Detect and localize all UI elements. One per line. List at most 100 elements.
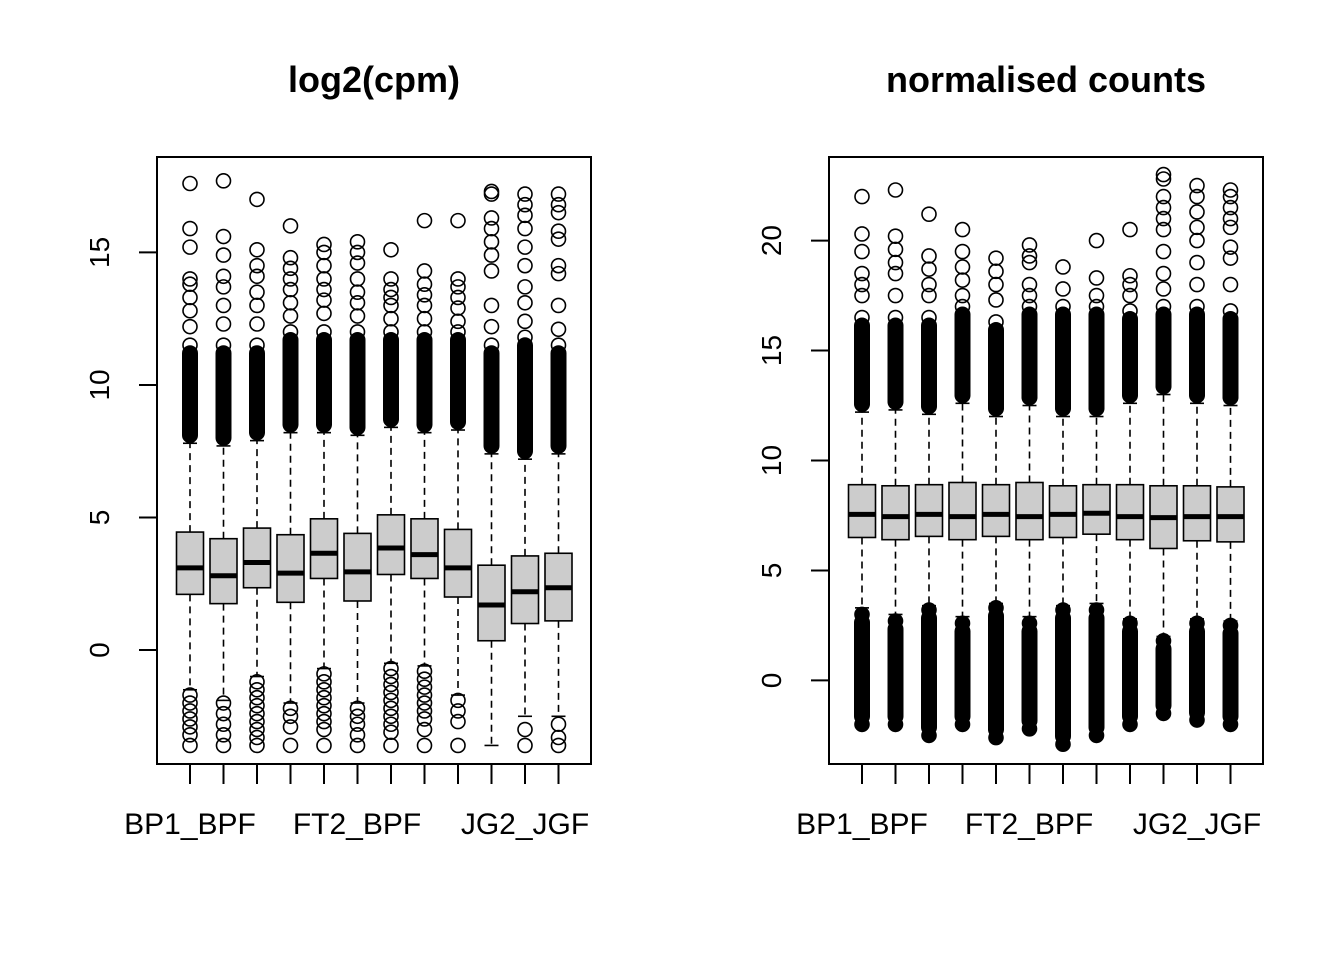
outlier-point [182,271,198,287]
outlier-point [1155,377,1172,394]
outlier-point [921,727,937,744]
outlier-point [921,602,937,618]
outlier-point [988,399,1004,416]
outlier-point [215,279,232,295]
outlier-point [1055,314,1071,330]
outlier-point [416,287,433,303]
outlier-point [450,324,466,340]
outlier-point [182,390,198,407]
outlier-point [383,403,399,420]
box-10 [477,183,506,747]
outlier-point [550,231,567,247]
outlier-point [316,681,332,698]
outlier-point [483,430,500,446]
outlier-point [450,289,466,306]
outlier-point [954,386,971,403]
outlier-point [249,729,265,746]
outlier-point [416,687,433,703]
outlier-point [1055,716,1071,733]
outlier-point [854,395,870,412]
outlier-point [550,337,567,353]
outlier-point [1155,358,1172,374]
outlier-point [215,337,232,353]
outlier-point [1055,336,1071,352]
outlier-point [349,737,366,754]
outlier-point [249,721,265,738]
box-4 [948,221,977,733]
outlier-point [1088,336,1105,352]
outlier-point [1055,298,1071,315]
outlier-point [416,263,433,279]
outlier-point [1222,661,1239,678]
outlier-point [1088,672,1105,689]
outlier-point [954,342,971,359]
outlier-point [1222,364,1239,381]
outlier-point [854,287,870,304]
box-body [376,514,406,576]
outlier-point [383,700,399,717]
outlier-point [383,297,399,314]
outlier-point [954,716,971,733]
outlier-point [215,228,232,245]
outlier-point [316,281,332,298]
outlier-point [887,241,904,258]
box-body [242,527,272,589]
outlier-point [215,247,232,263]
outlier-point [921,397,937,414]
outlier-point [1088,232,1105,249]
box-8 [410,212,439,754]
outlier-point [383,310,399,327]
outlier-point [1055,399,1071,416]
outlier-point [854,331,870,348]
outlier-point [282,271,299,287]
outlier-point [383,668,399,685]
outlier-point [1055,602,1071,618]
outlier-point [282,260,299,277]
outlier-point [988,314,1004,330]
outlier-point [988,650,1004,667]
outlier-point [517,257,533,274]
outlier-point [1189,364,1205,381]
outlier-point [316,403,332,420]
outlier-point [483,297,500,314]
outlier-point [1222,388,1239,405]
outlier-point [349,284,366,300]
outlier-point [182,737,198,754]
outlier-point [383,724,399,740]
outlier-point [854,276,870,293]
outlier-point [550,186,567,202]
outlier-point [517,279,533,295]
box-5 [981,250,1011,746]
outlier-point [1055,358,1071,374]
outlier-point [550,716,567,733]
outlier-point [1021,364,1038,381]
box-body [948,481,977,541]
outlier-point [1189,254,1205,271]
box-body [1015,481,1044,541]
outlier-point [483,234,500,250]
outlier-point [921,309,937,326]
box-body [410,518,439,580]
outlier-point [854,628,870,645]
outlier-point [416,711,433,727]
outlier-point [1021,388,1038,405]
outlier-point [1222,219,1239,236]
outlier-point [1021,615,1038,632]
outlier-point [1055,281,1071,297]
outlier-point [282,700,299,717]
outlier-point [416,679,433,695]
outlier-point [349,324,366,340]
outlier-point [854,188,870,205]
outlier-point [1021,276,1038,293]
outlier-point [1222,239,1239,255]
chart-title: log2(cpm) [288,59,460,100]
outlier-point [1155,336,1172,352]
outlier-point [383,271,399,287]
outlier-point [1222,303,1239,319]
x-tick-label: JG2_JGF [461,808,589,841]
outlier-point [383,377,399,393]
outlier-point [282,737,299,754]
outlier-point [1088,628,1105,645]
y-tick-label: 15 [84,237,115,268]
outlier-point [483,183,500,200]
